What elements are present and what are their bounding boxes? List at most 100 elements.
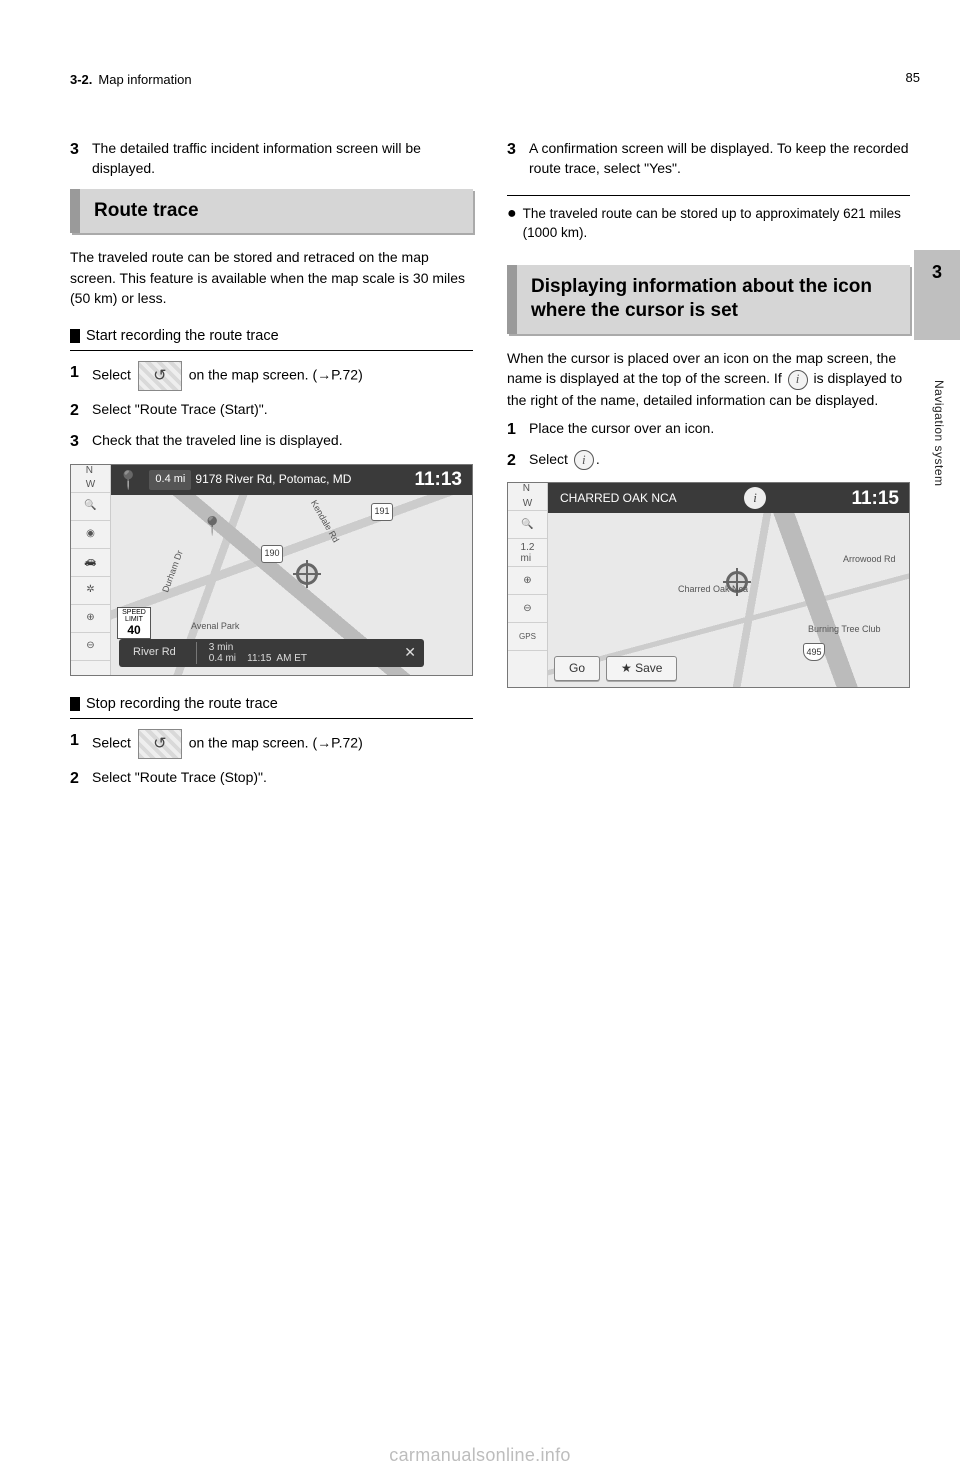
step-number: 2: [70, 399, 84, 422]
step-text: Check that the traveled line is displaye…: [92, 430, 473, 450]
clock: 11:13: [404, 466, 472, 494]
step-number: 2: [70, 767, 84, 790]
compass-icon[interactable]: N W: [508, 483, 547, 511]
map-toolbar: N W 🔍 ◉ 🚗 ✲ ⊕ ⊖: [71, 465, 111, 675]
step-left-3: 3 The detailed traffic incident informat…: [70, 138, 473, 179]
step-number: 1: [70, 729, 84, 752]
map-options-icon: [138, 729, 182, 759]
street-label: Avenal Park: [191, 620, 239, 633]
street-label: Kendale Rd: [307, 497, 342, 544]
distance-pill: 0.4 mi: [149, 470, 191, 490]
subhead-stop-recording: Stop recording the route trace: [70, 694, 473, 719]
side-tab: 3: [914, 250, 960, 340]
step-number: 3: [507, 138, 521, 161]
nav-screenshot-cursor-info: N W 🔍 1.2 mi ⊕ ⊖ GPS CHARRED OAK NCA i 1…: [507, 482, 910, 688]
step-number: 3: [70, 138, 84, 161]
side-tab-number: 3: [932, 262, 942, 283]
map-cursor-icon: [296, 563, 318, 585]
step-stop-1: 1 Select on the map screen. (→P.72): [70, 729, 473, 759]
step-text: Place the cursor over an icon.: [529, 418, 910, 438]
step-start-3: 3 Check that the traveled line is displa…: [70, 430, 473, 453]
step-number: 1: [507, 418, 521, 441]
bottom-eta: 3 min 0.4 mi 11:15 AM ET: [196, 642, 307, 664]
street-label: Durham Dr: [159, 548, 186, 594]
map-action-buttons: Go ★ Save: [554, 656, 677, 681]
step-stop-2: 2 Select "Route Trace (Stop)".: [70, 767, 473, 790]
zoom-icon[interactable]: 🔍: [508, 511, 547, 539]
step-right-3: 3 A confirmation screen will be displaye…: [507, 138, 910, 179]
pin-icon: 📍: [117, 467, 139, 493]
chapter-title: Map information: [98, 72, 191, 87]
zoom-out-icon[interactable]: ⊖: [508, 595, 547, 623]
zoom-in-icon[interactable]: ⊕: [71, 605, 110, 633]
map-topbar: 📍 0.4 mi 9178 River Rd, Potomac, MD 11:1…: [111, 465, 472, 495]
step-text: Select "Route Trace (Stop)".: [92, 767, 473, 787]
step-text: Select on the map screen. (→P.72): [92, 729, 473, 759]
traffic-icon[interactable]: 🚗: [71, 549, 110, 577]
map-options-icon: [138, 361, 182, 391]
map-pin-icon: 📍: [201, 513, 223, 539]
section-heading-cursor-info: Displaying information about the icon wh…: [507, 265, 910, 334]
side-tab-label: Navigation system: [932, 380, 946, 487]
subhead-text: Start recording the route trace: [86, 328, 279, 344]
page-number: 85: [906, 70, 920, 85]
subhead-text: Stop recording the route trace: [86, 696, 278, 712]
route-shield-191: 191: [371, 503, 393, 521]
subhead-marker: [70, 697, 80, 711]
zoom-in-icon[interactable]: ⊕: [508, 567, 547, 595]
compass-icon[interactable]: N W: [71, 465, 110, 493]
route-shield-495: 495: [803, 643, 825, 661]
info-icon: i: [574, 450, 594, 470]
info-icon[interactable]: i: [744, 487, 766, 509]
map-bottombar: River Rd 3 min 0.4 mi 11:15 AM ET ✕: [119, 639, 424, 667]
subhead-marker: [70, 329, 80, 343]
street-label: Arrowood Rd: [843, 553, 896, 566]
close-icon[interactable]: ✕: [396, 642, 424, 662]
step-cursor-2: 2 Select i.: [507, 449, 910, 472]
step-number: 3: [70, 430, 84, 453]
scale-label: 1.2 mi: [508, 539, 547, 567]
watermark: carmanualsonline.info: [0, 1445, 960, 1466]
poi-label: Burning Tree Club: [808, 623, 881, 636]
step-text: Select "Route Trace (Start)".: [92, 399, 473, 419]
step-text: A confirmation screen will be displayed.…: [529, 138, 910, 179]
bottom-street: River Rd: [119, 645, 196, 661]
map-toolbar: N W 🔍 1.2 mi ⊕ ⊖ GPS: [508, 483, 548, 687]
go-button[interactable]: Go: [554, 656, 600, 681]
note-block: ● The traveled route can be stored up to…: [507, 195, 910, 243]
step-text: Select i.: [529, 449, 910, 470]
map-topbar: CHARRED OAK NCA i 11:15: [548, 483, 909, 513]
step-cursor-1: 1 Place the cursor over an icon.: [507, 418, 910, 441]
section-heading-route-trace: Route trace: [70, 189, 473, 234]
zoom-icon[interactable]: 🔍: [71, 493, 110, 521]
step-number: 1: [70, 361, 84, 384]
subhead-start-recording: Start recording the route trace: [70, 326, 473, 351]
step-start-1: 1 Select on the map screen. (→P.72): [70, 361, 473, 391]
page-header: 85 3-2. Map information: [70, 70, 920, 87]
left-column: 3 The detailed traffic incident informat…: [70, 130, 473, 798]
section-path: 3-2. Map information: [70, 72, 920, 87]
note-text: The traveled route can be stored up to a…: [523, 204, 910, 243]
speed-limit-sign: SPEED LIMIT 40: [117, 607, 151, 640]
step-start-2: 2 Select "Route Trace (Start)".: [70, 399, 473, 422]
poi-title: CHARRED OAK NCA: [548, 490, 677, 507]
step-text: Select on the map screen. (→P.72): [92, 361, 473, 391]
step-text: The detailed traffic incident informatio…: [92, 138, 473, 179]
step-number: 2: [507, 449, 521, 472]
save-button[interactable]: ★ Save: [606, 656, 677, 681]
chapter-number: 3-2.: [70, 72, 92, 87]
gps-label: GPS: [508, 623, 547, 651]
poi-label: Charred Oak Nca: [678, 583, 748, 596]
settings-icon[interactable]: ✲: [71, 577, 110, 605]
route-trace-intro: The traveled route can be stored and ret…: [70, 247, 473, 308]
cursor-info-paragraph: When the cursor is placed over an icon o…: [507, 348, 910, 410]
bullet-icon: ●: [507, 204, 517, 243]
right-column: 3 A confirmation screen will be displaye…: [507, 130, 910, 798]
info-icon: i: [788, 370, 808, 390]
clock: 11:15: [841, 485, 909, 513]
center-icon[interactable]: ◉: [71, 521, 110, 549]
address-text: 9178 River Rd, Potomac, MD: [195, 471, 351, 488]
route-shield-190: 190: [261, 545, 283, 563]
zoom-out-icon[interactable]: ⊖: [71, 633, 110, 661]
nav-screenshot-route-trace: N W 🔍 ◉ 🚗 ✲ ⊕ ⊖ 📍 0.4 mi 9178 River Rd, …: [70, 464, 473, 676]
